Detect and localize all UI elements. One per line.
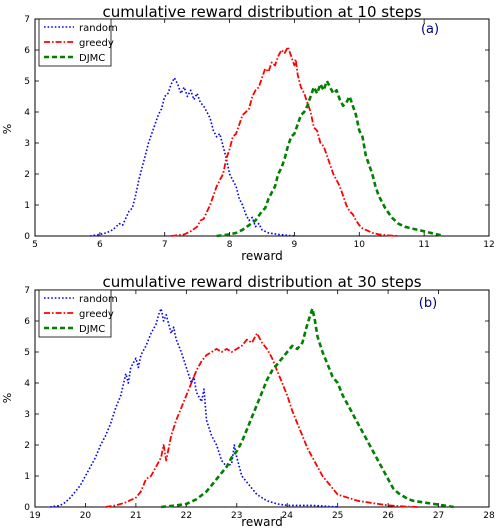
chart-title: cumulative reward distribution at 30 ste… bbox=[102, 273, 421, 291]
legend-label-djmc: DJMC bbox=[79, 324, 105, 335]
chart-30-steps: cumulative reward distribution at 30 ste… bbox=[1, 273, 495, 528]
y-tick-label: 1 bbox=[24, 201, 30, 211]
x-tick-label: 19 bbox=[29, 511, 41, 521]
x-tick-label: 5 bbox=[32, 240, 38, 250]
x-tick-label: 27 bbox=[433, 511, 444, 521]
x-tick-label: 10 bbox=[354, 240, 366, 250]
y-tick-label: 7 bbox=[24, 15, 30, 25]
x-tick-label: 23 bbox=[231, 511, 242, 521]
legend-box bbox=[38, 289, 112, 338]
y-tick-label: 5 bbox=[24, 348, 30, 358]
y-tick-label: 2 bbox=[24, 170, 30, 180]
legend: random greedy DJMC bbox=[38, 289, 118, 338]
series-line-greedy bbox=[171, 46, 399, 237]
y-tick-label: 4 bbox=[24, 108, 30, 118]
x-tick-label: 22 bbox=[181, 511, 192, 521]
x-tick-label: 26 bbox=[382, 511, 394, 521]
series-line-random bbox=[49, 307, 338, 508]
chart-annotation: (a) bbox=[421, 22, 439, 37]
series-line-greedy bbox=[105, 332, 419, 508]
y-tick-label: 0 bbox=[24, 232, 30, 242]
legend-label-greedy: greedy bbox=[79, 38, 114, 49]
y-tick-label: 3 bbox=[24, 410, 30, 420]
y-tick-label: 4 bbox=[24, 379, 30, 389]
y-tick-label: 7 bbox=[24, 286, 30, 296]
y-tick-label: 0 bbox=[24, 503, 30, 513]
x-tick-label: 12 bbox=[483, 240, 494, 250]
chart-title: cumulative reward distribution at 10 ste… bbox=[102, 3, 421, 21]
series-lines bbox=[49, 307, 454, 509]
chart-10-steps: cumulative reward distribution at 10 ste… bbox=[1, 3, 495, 263]
y-axis-label: % bbox=[1, 393, 14, 403]
series-line-random bbox=[89, 77, 295, 237]
x-tick-label: 8 bbox=[227, 240, 233, 250]
x-tick-label: 21 bbox=[130, 511, 141, 521]
x-tick-label: 28 bbox=[483, 511, 495, 521]
x-tick-label: 9 bbox=[292, 240, 298, 250]
x-tick-label: 7 bbox=[162, 240, 168, 250]
chart-annotation: (b) bbox=[419, 296, 437, 311]
legend-label-random: random bbox=[79, 23, 118, 34]
legend: random greedy DJMC bbox=[38, 18, 118, 67]
y-tick-label: 1 bbox=[24, 472, 30, 482]
x-axis-label: reward bbox=[241, 249, 283, 263]
x-tick-label: 24 bbox=[281, 511, 293, 521]
plot-frame bbox=[34, 18, 490, 237]
x-tick-label: 6 bbox=[97, 240, 103, 250]
axes bbox=[34, 18, 490, 237]
series-lines bbox=[89, 46, 444, 238]
y-axis-label: % bbox=[1, 124, 14, 134]
legend-label-random: random bbox=[79, 294, 118, 305]
x-tick-label: 25 bbox=[332, 511, 343, 521]
x-tick-label: 11 bbox=[418, 240, 429, 250]
legend-box bbox=[38, 18, 112, 67]
y-tick-label: 5 bbox=[24, 77, 30, 87]
legend-label-greedy: greedy bbox=[79, 309, 114, 320]
series-line-djmc bbox=[160, 307, 454, 509]
y-tick-label: 3 bbox=[24, 139, 30, 149]
plot-frame bbox=[34, 289, 490, 508]
x-axis-label: reward bbox=[241, 515, 283, 528]
y-tick-label: 6 bbox=[24, 46, 30, 56]
axes bbox=[34, 289, 490, 508]
x-tick-label: 20 bbox=[80, 511, 92, 521]
y-tick-label: 6 bbox=[24, 317, 30, 327]
series-line-djmc bbox=[216, 79, 444, 238]
y-tick-label: 2 bbox=[24, 441, 30, 451]
legend-label-djmc: DJMC bbox=[79, 53, 105, 64]
